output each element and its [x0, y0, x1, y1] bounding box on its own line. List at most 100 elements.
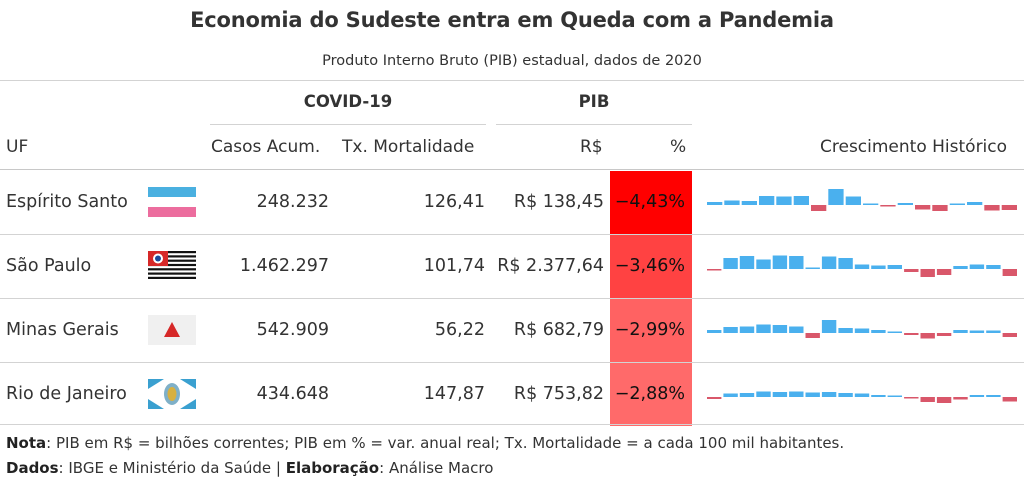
table-row: Minas Gerais 542.909 56,22 R$ 682,79 −2,99% [0, 299, 1024, 363]
sparkline-bar [1002, 333, 1017, 337]
sparkline-bar [707, 397, 722, 399]
bottom-divider [0, 424, 1024, 425]
sparkline-bar [707, 269, 722, 271]
sparkline-bar [707, 330, 722, 333]
sparkline-bar [920, 333, 935, 339]
sparkline-bar [821, 392, 837, 397]
sparkline-bar [936, 397, 952, 403]
sparkline-bar [776, 196, 792, 205]
row-mortalidade: 56,22 [434, 320, 485, 340]
sparkline-bar [986, 330, 1001, 333]
sparkline-bar [880, 205, 896, 207]
sparkline-bar [953, 397, 968, 400]
rio-de-janeiro-flag-icon [148, 379, 196, 409]
sparkline-bar [805, 392, 820, 397]
sparkline-bar [772, 392, 788, 397]
spanner-covid: COVID-19 [303, 92, 393, 111]
row-mortalidade: 147,87 [423, 384, 485, 404]
growth-sparkline [706, 307, 1018, 353]
row-casos: 542.909 [256, 320, 329, 340]
table-row: Rio de Janeiro 434.648 147,87 R$ 753,82 −2,8… [0, 363, 1024, 427]
sparkline-bar [772, 325, 788, 333]
sparkline-bar [936, 333, 952, 336]
row-pib-rs: R$ 2.377,64 [497, 256, 604, 276]
top-divider [0, 80, 1024, 81]
credit-text: : Análise Macro [379, 459, 494, 477]
row-pib-rs: R$ 138,45 [513, 192, 604, 212]
header-divider [0, 169, 1024, 170]
sparkline-bar [789, 256, 804, 269]
minas-gerais-flag-icon [148, 315, 196, 345]
sparkline-bar [969, 264, 985, 269]
row-pib-pct: −3,46% [610, 235, 692, 298]
sparkline-bar [821, 320, 837, 333]
sparkline-bar [845, 196, 861, 205]
table-row: São Paulo 1.462.297 101,74 R$ 2.377,64 −3,46… [0, 235, 1024, 299]
sparkline-bar [723, 327, 738, 333]
sparkline-bar [887, 395, 902, 397]
spanner-covid-rule [210, 124, 486, 125]
sparkline-bar [821, 256, 837, 269]
sparkline-bar [756, 391, 771, 397]
sparkline-bar [936, 269, 952, 275]
sparkline-bar [871, 265, 886, 269]
sparkline-bar [838, 258, 853, 269]
row-pib-rs: R$ 753,82 [513, 384, 604, 404]
row-divider [0, 234, 1024, 235]
sparkline-bar [887, 331, 902, 333]
row-uf: Espírito Santo [6, 192, 128, 212]
sparkline-bar [811, 205, 827, 211]
sparkline-bar [1001, 205, 1017, 210]
note-line: Nota: PIB em R$ = bilhões correntes; PIB… [6, 434, 844, 452]
sparkline-bar [887, 265, 902, 269]
source-line: Dados: IBGE e Ministério da Saúde | Elab… [6, 459, 493, 477]
row-divider [0, 298, 1024, 299]
sparkline-bar [838, 328, 853, 333]
row-casos: 1.462.297 [239, 256, 329, 276]
sparkline-bar [1002, 269, 1017, 276]
sparkline-bar [772, 255, 788, 269]
sparkline-bar [805, 333, 820, 338]
row-casos: 434.648 [256, 384, 329, 404]
sparkline-bar [949, 203, 965, 205]
sparkline-bar [920, 397, 935, 402]
spanner-pib-rule [496, 124, 692, 125]
sparkline-bar [789, 391, 804, 397]
sparkline-bar [920, 269, 935, 277]
sparkline-bar [904, 269, 919, 272]
note-text: : PIB em R$ = bilhões correntes; PIB em … [46, 434, 845, 452]
sparkline-bar [739, 326, 755, 333]
table-row: Espírito Santo 248.232 126,41 R$ 138,45 −4,4… [0, 171, 1024, 235]
row-casos: 248.232 [256, 192, 329, 212]
sparkline-bar [915, 205, 931, 210]
sparkline-bar [724, 200, 740, 205]
col-header-casos: Casos Acum. [211, 137, 321, 157]
row-mortalidade: 126,41 [423, 192, 485, 212]
sparkline-bar [953, 266, 968, 269]
sparkline-bar [986, 265, 1001, 269]
sao-paulo-flag-icon [148, 251, 196, 281]
sparkline-bar [986, 395, 1001, 397]
row-pib-pct: −2,88% [610, 363, 692, 426]
sparkline-bar [756, 259, 771, 269]
sparkline-bar [854, 393, 870, 397]
col-header-crescimento: Crescimento Histórico [820, 137, 1008, 157]
sparkline-bar [1002, 397, 1017, 402]
spanner-pib: PIB [578, 92, 610, 111]
sparkline-bar [984, 205, 1000, 211]
growth-sparkline [706, 179, 1018, 225]
sparkline-bar [789, 326, 804, 333]
sparkline-bar [904, 333, 919, 335]
growth-sparkline [706, 371, 1018, 417]
sparkline-bar [871, 395, 886, 397]
sparkline-bar [904, 397, 919, 399]
sparkline-bar [739, 256, 755, 269]
sparkline-bar [854, 328, 870, 333]
row-uf: Minas Gerais [6, 320, 119, 340]
col-header-uf: UF [6, 137, 29, 157]
sparkline-bar [828, 189, 844, 205]
sparkline-bar [723, 393, 738, 397]
espirito-santo-flag-icon [148, 187, 196, 217]
table-subtitle: Produto Interno Bruto (PIB) estadual, da… [322, 53, 702, 69]
sparkline-bar [897, 203, 913, 205]
